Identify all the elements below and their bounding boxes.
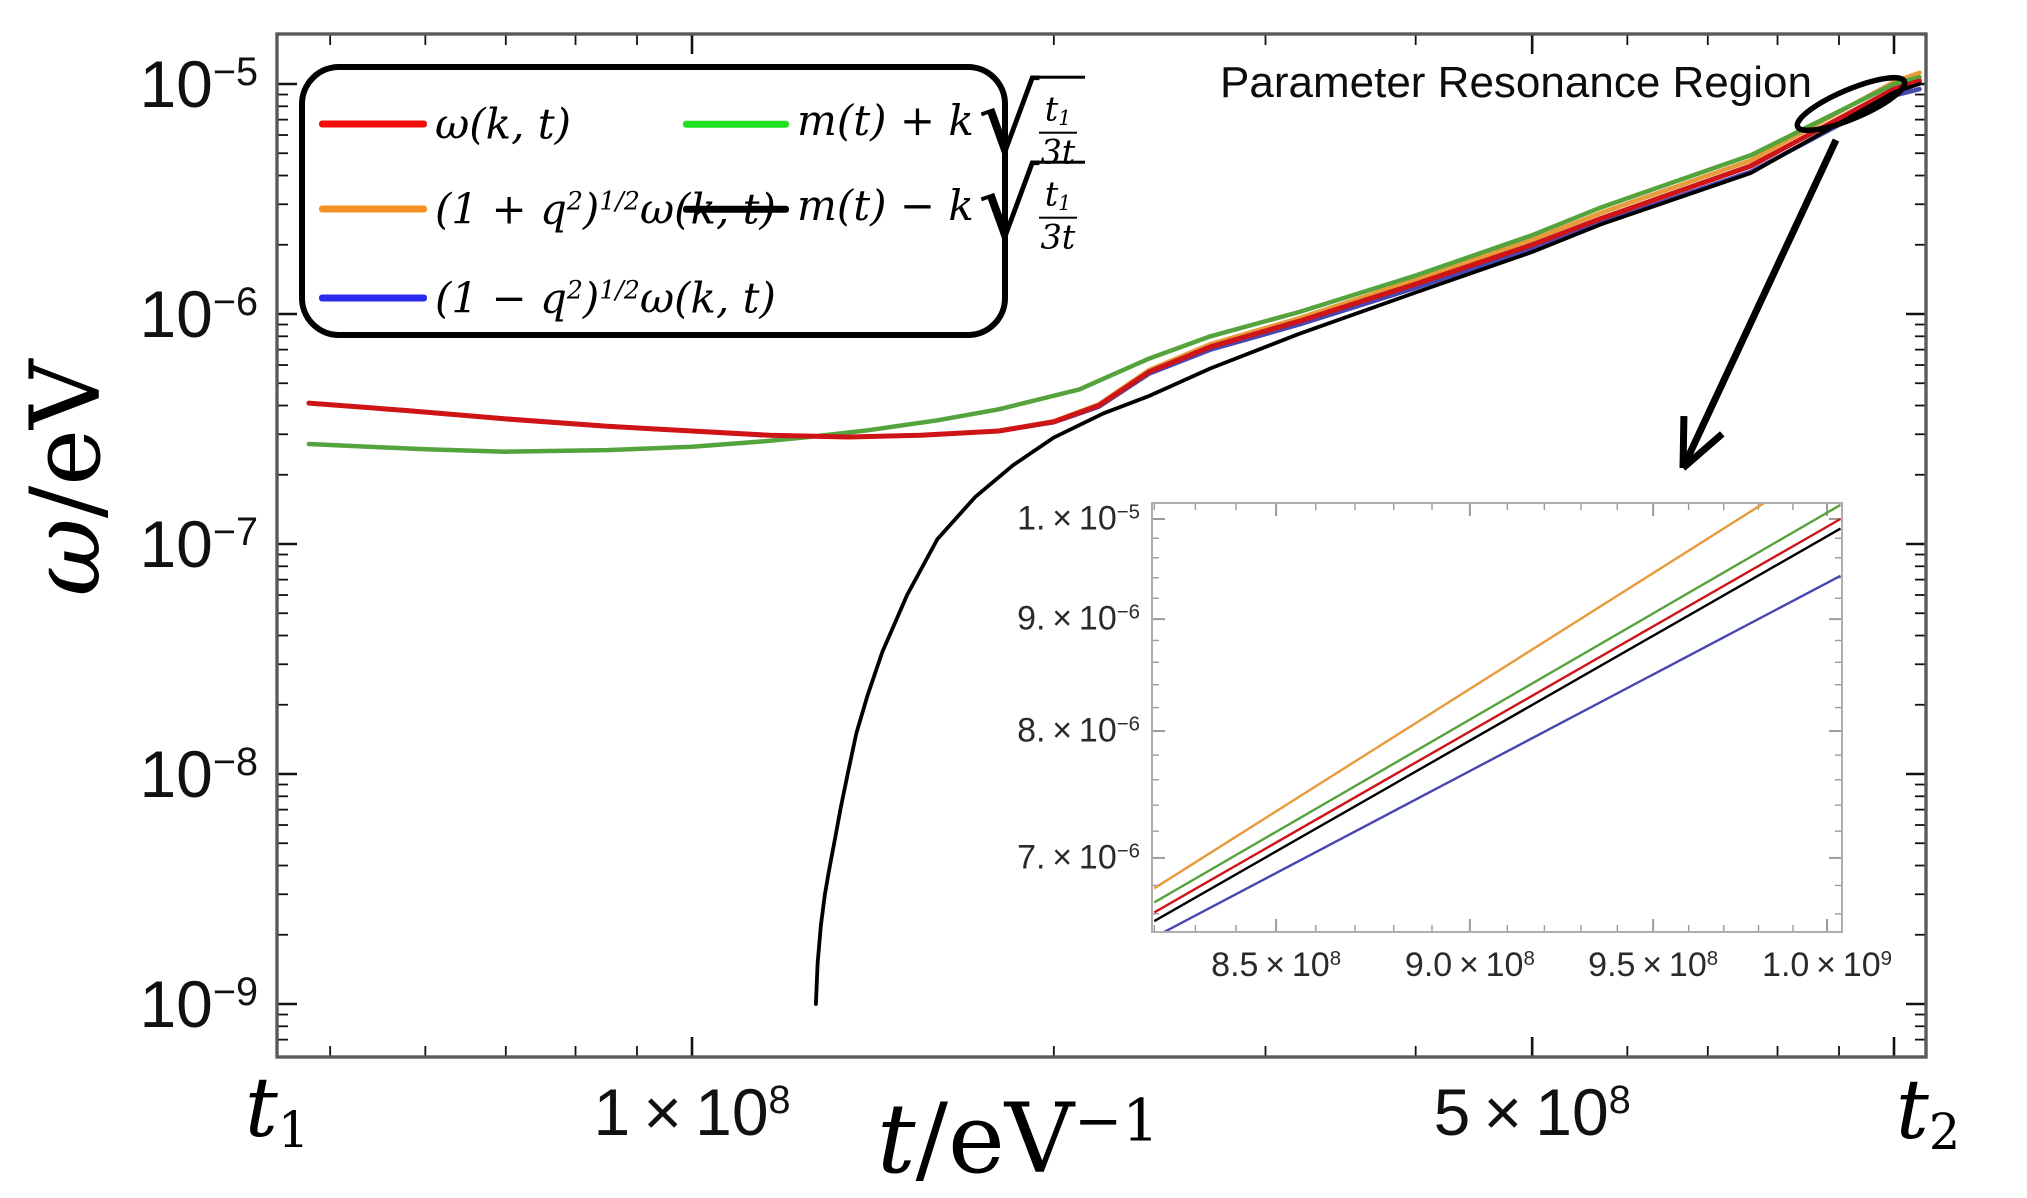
x-axis-edge-label-t2: t2 — [1895, 1063, 1961, 1161]
curve-black — [814, 82, 1922, 1006]
x-axis-edge-label-t1: t1 — [244, 1061, 310, 1159]
x-axis-label: t/eV−1 — [877, 1083, 1159, 1195]
sqrt-sign: √ — [977, 63, 1040, 177]
x-tick-label: 5 × 108 — [1433, 1075, 1631, 1149]
fraction-numerator: t1 — [1038, 175, 1078, 219]
sqrt-sign: √ — [977, 148, 1040, 262]
inset-background — [1149, 500, 1845, 935]
inset-frame — [1151, 502, 1843, 933]
fraction-numerator: t1 — [1038, 90, 1078, 134]
legend-label: ω(k, t) — [435, 99, 572, 149]
annotation-arrow-shaft — [1679, 138, 1840, 470]
legend-swatch — [683, 120, 789, 128]
legend-label: m(t) − k √ t1 3t — [797, 148, 1086, 262]
inset-curve-orange — [1153, 503, 1767, 890]
radical: √ t1 3t — [977, 63, 1086, 177]
legend-label: m(t) + k √ t1 3t — [797, 63, 1086, 177]
legend-swatch — [683, 205, 789, 213]
legend-label: (1 − q2)1/2ω(k, t) — [435, 273, 776, 323]
sqrt-vinculum: t1 3t — [1030, 160, 1086, 257]
inset-x-tick-label: 8.5 × 108 — [1211, 946, 1342, 984]
y-tick-label: 10−8 — [139, 737, 258, 811]
inset-curve-black — [1153, 527, 1842, 923]
legend-swatch — [319, 120, 427, 128]
legend-item-3: m(t) + k √ t1 3t — [683, 63, 1086, 177]
y-tick-label: 10−9 — [139, 967, 258, 1041]
inset-y-tick-label: 8. × 10−6 — [1017, 711, 1140, 750]
inset-curve-blue — [1161, 574, 1842, 932]
fraction-denominator: 3t — [1040, 217, 1076, 257]
inset-curve-red — [1153, 517, 1842, 914]
inset-y-tick-label: 9. × 10−6 — [1017, 599, 1140, 638]
y-axis-label: ω/eV — [10, 359, 122, 597]
legend-item-2: (1 − q2)1/2ω(k, t) — [319, 274, 776, 323]
inset-x-tick-label: 9.5 × 108 — [1588, 946, 1719, 984]
resonance-ellipse — [1794, 74, 1908, 134]
main-plot-frame — [275, 32, 1928, 1059]
inset-x-tick-label: 1.0 × 109 — [1762, 946, 1892, 984]
annotation-arrow-head — [1679, 415, 1688, 469]
legend: ω(k, t) (1 + q2)1/2ω(k, t) (1 − q2)1/2ω(k,… — [299, 64, 1086, 338]
inset-y-tick-label: 1. × 10−5 — [1017, 499, 1140, 538]
legend-item-4: m(t) − k √ t1 3t — [683, 148, 1086, 262]
inset-y-tick-label: 7. × 10−6 — [1017, 838, 1140, 877]
y-tick-label: 10−6 — [139, 277, 258, 351]
fraction: t1 3t — [1038, 90, 1078, 172]
annotation-arrow-head — [1680, 431, 1725, 471]
x-tick-label: 1 × 108 — [593, 1075, 791, 1149]
inset-curve-green — [1153, 503, 1842, 904]
fraction-denominator: 3t — [1040, 132, 1076, 172]
curve-red — [306, 78, 1922, 440]
inset-x-tick-label: 9.0 × 108 — [1404, 946, 1535, 984]
y-tick-label: 10−7 — [139, 507, 258, 581]
resonance-region-title: Parameter Resonance Region — [1220, 58, 1812, 107]
y-tick-label: 10−5 — [139, 47, 258, 121]
legend-item-0: ω(k, t) — [319, 100, 571, 149]
curve-green — [306, 74, 1922, 454]
sqrt-vinculum: t1 3t — [1030, 75, 1086, 172]
radical: √ t1 3t — [977, 148, 1086, 262]
legend-swatch — [319, 205, 427, 213]
fraction: t1 3t — [1038, 175, 1078, 257]
legend-swatch — [319, 294, 427, 302]
